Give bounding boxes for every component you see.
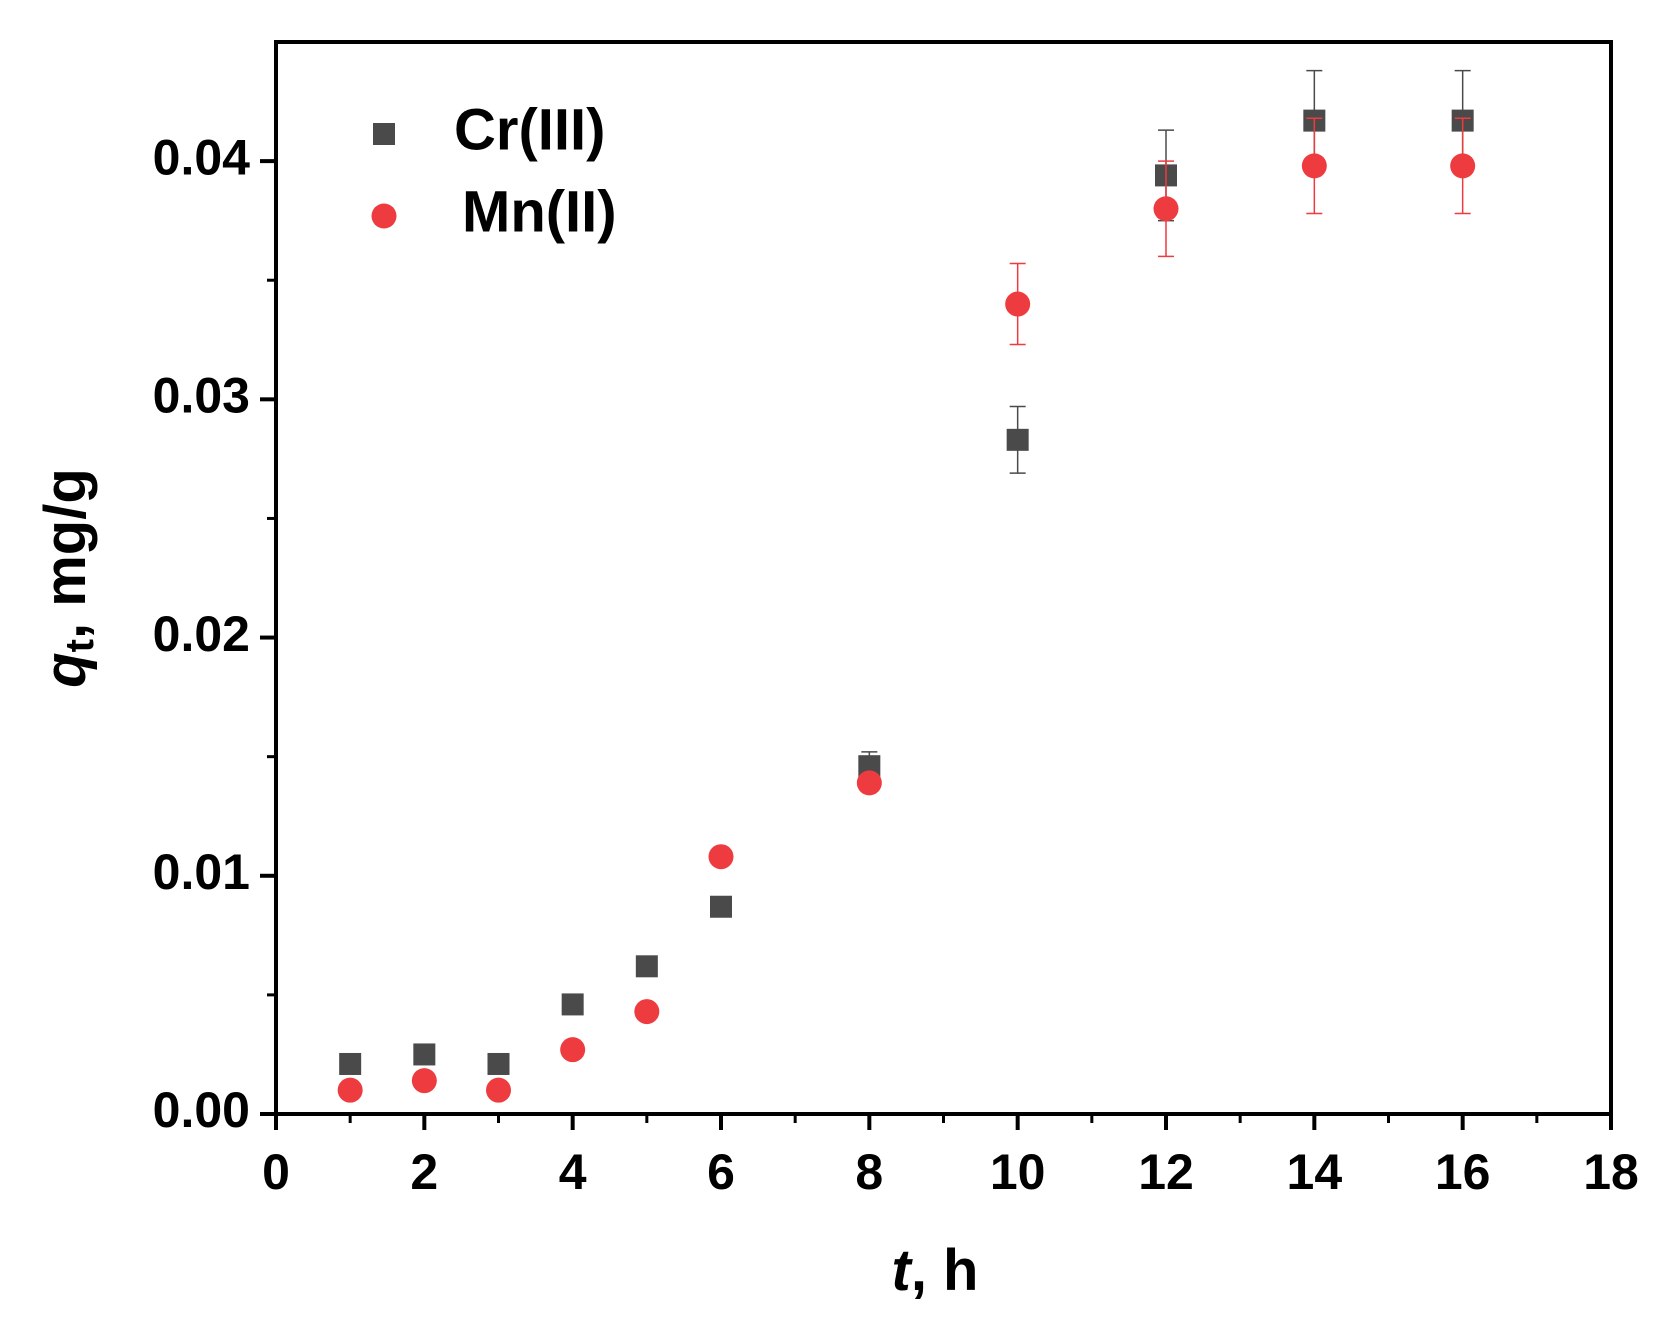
- legend-label: Cr(III): [454, 97, 605, 162]
- data-point: [634, 999, 660, 1025]
- x-label-symbol: t: [892, 1238, 914, 1303]
- x-tick-label: 6: [707, 1144, 735, 1200]
- data-point: [635, 955, 658, 978]
- y-tick-label: 0.00: [153, 1082, 250, 1138]
- y-tick-label: 0.03: [153, 368, 250, 424]
- data-point: [487, 1052, 510, 1075]
- data-point: [1450, 153, 1476, 179]
- data-point: [1301, 153, 1327, 179]
- legend-marker: [371, 203, 397, 229]
- y-label-unit: , mg/g: [33, 468, 98, 639]
- legend-marker: [373, 123, 395, 145]
- x-tick-label: 0: [262, 1144, 290, 1200]
- y-tick-label: 0.04: [153, 129, 251, 185]
- data-point: [1005, 291, 1031, 317]
- data-point: [1006, 428, 1029, 451]
- x-label-unit: , h: [911, 1238, 979, 1303]
- data-point: [710, 895, 732, 918]
- x-tick-label: 18: [1583, 1144, 1639, 1200]
- x-tick-label: 2: [410, 1144, 438, 1200]
- data-point: [856, 770, 882, 796]
- y-axis-label: qt, mg/g: [33, 468, 101, 688]
- x-tick-label: 4: [559, 1144, 587, 1200]
- x-tick-label: 14: [1287, 1144, 1343, 1200]
- x-axis-label: t, h: [892, 1238, 979, 1303]
- y-label-subscript: t: [58, 639, 102, 652]
- data-point: [486, 1077, 511, 1103]
- x-tick-label: 10: [990, 1144, 1046, 1200]
- data-point: [1153, 196, 1179, 222]
- data-point: [560, 1037, 586, 1063]
- y-tick-label: 0.02: [153, 606, 250, 662]
- data-point: [413, 1043, 436, 1066]
- x-tick-label: 8: [855, 1144, 883, 1200]
- y-label-symbol: q: [33, 652, 98, 687]
- x-tick-label: 16: [1435, 1144, 1491, 1200]
- data-point: [337, 1077, 363, 1103]
- x-tick-label: 12: [1138, 1144, 1194, 1200]
- data-point: [561, 993, 584, 1016]
- y-tick-label: 0.01: [153, 844, 250, 900]
- data-point: [708, 844, 734, 870]
- legend-label: Mn(II): [462, 179, 617, 244]
- data-point: [411, 1068, 437, 1094]
- data-point: [339, 1052, 362, 1075]
